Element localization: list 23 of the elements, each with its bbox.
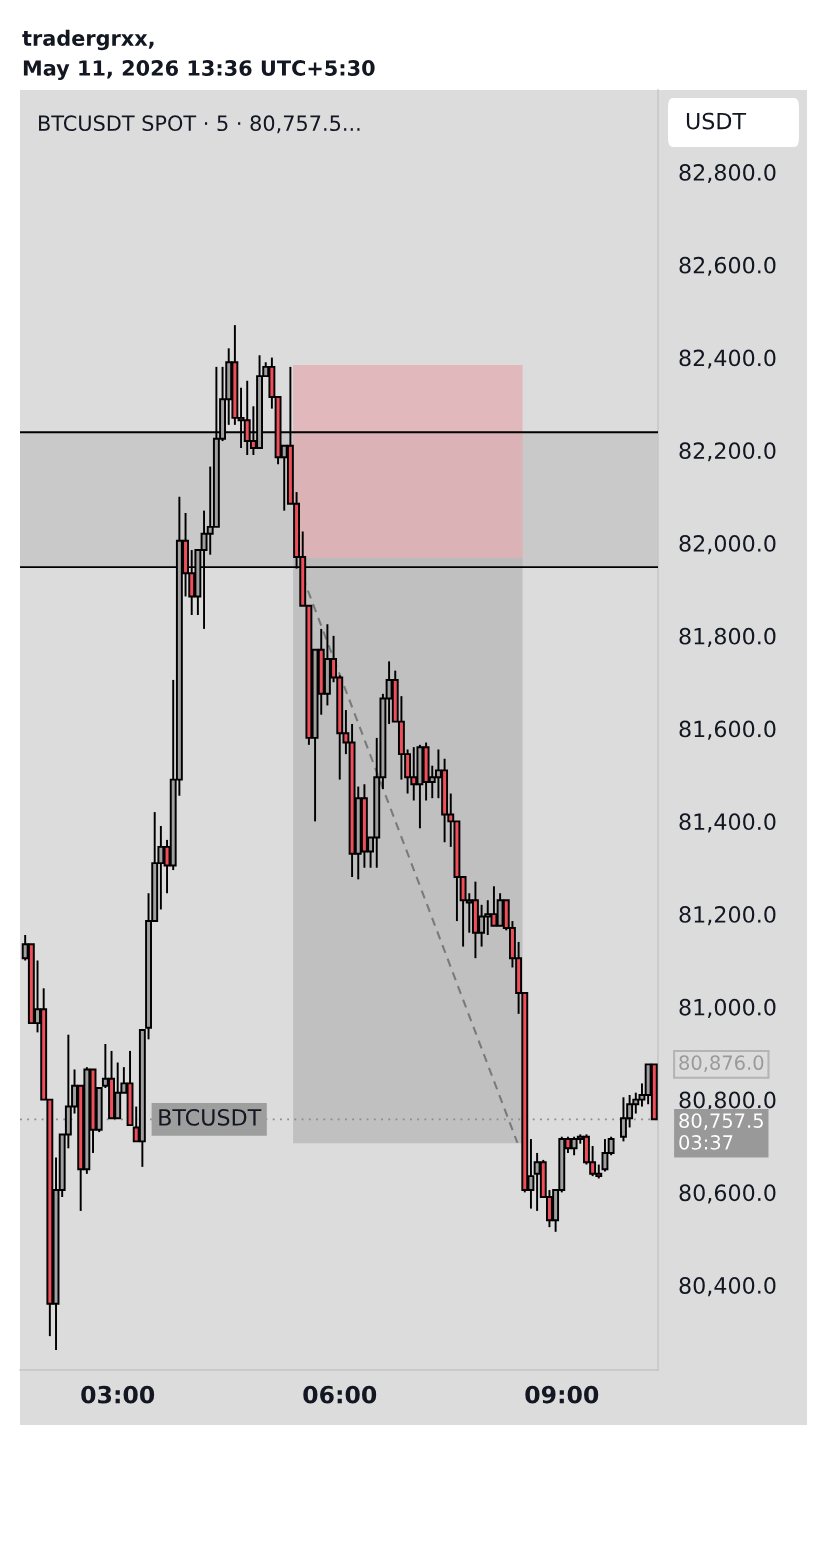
y-tick-label: 82,200.0 xyxy=(679,442,776,462)
y-tick-label: 82,000.0 xyxy=(679,535,776,555)
y-tick-label: 81,400.0 xyxy=(679,813,776,833)
ref-line-label: BTCUSDT xyxy=(159,1108,262,1126)
y-tick-label: 82,400.0 xyxy=(679,349,776,369)
x-tick-label: 06:00 xyxy=(303,1385,377,1404)
y-tick-label: 81,000.0 xyxy=(679,998,776,1018)
y-tick-label: 81,600.0 xyxy=(679,720,776,740)
x-tick-label: 09:00 xyxy=(525,1385,599,1404)
y-tick-label: 80,400.0 xyxy=(679,1277,776,1297)
text: 80,876.0 xyxy=(679,1055,764,1072)
y-tick-label: 80,800.0 xyxy=(679,1091,776,1111)
y-tick-label: 80,600.0 xyxy=(679,1184,776,1204)
y-tick-label: 81,200.0 xyxy=(679,906,776,926)
text: May 11, 2026 13:36 UTC+5:30 xyxy=(23,60,375,81)
text: BTCUSDT SPOT · 5 · 80,757.5... xyxy=(39,115,360,134)
y-tick-label: 81,800.0 xyxy=(679,627,776,647)
text: 80,757.5 03:37 xyxy=(679,1113,763,1150)
text: tradergrxx, xyxy=(22,29,154,51)
x-tick-label: 03:00 xyxy=(81,1385,155,1404)
y-axis-title: USDT xyxy=(686,112,747,130)
y-tick-label: 82,600.0 xyxy=(679,256,776,276)
y-tick-label: 82,800.0 xyxy=(679,164,776,184)
